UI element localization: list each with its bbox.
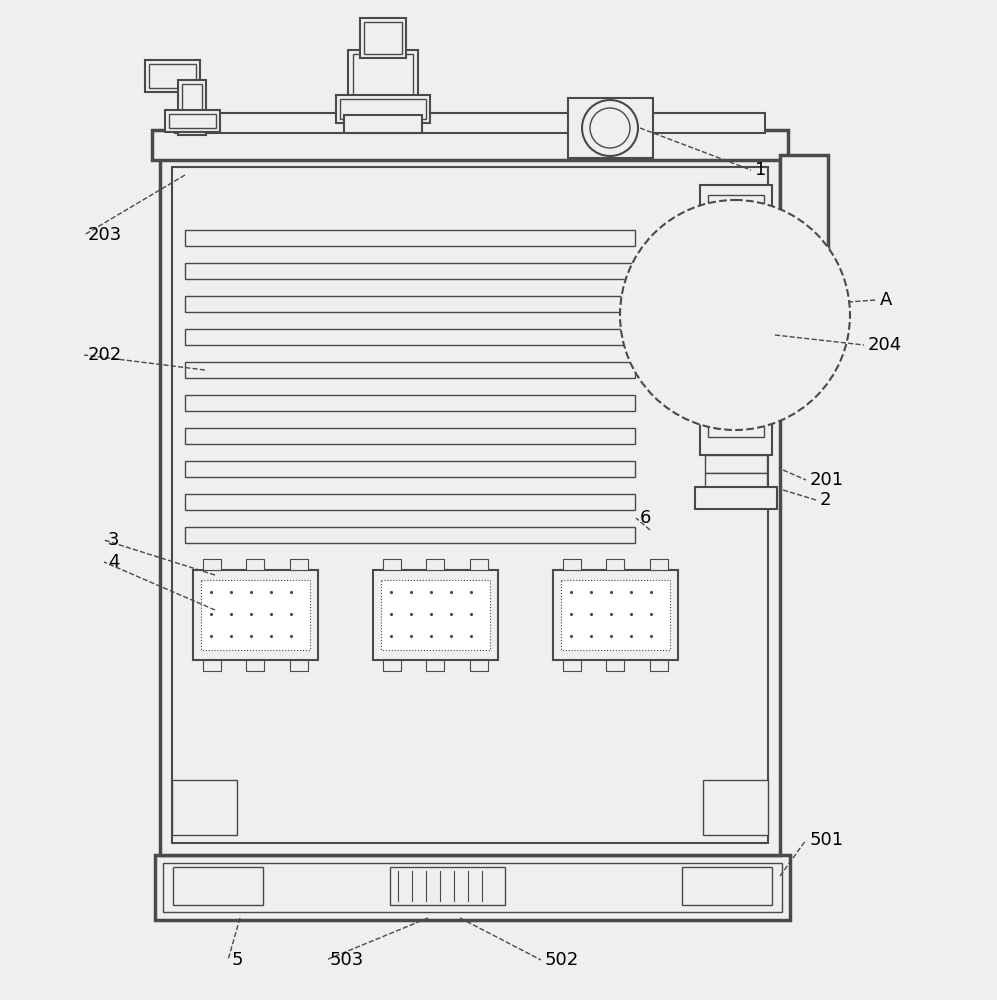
Bar [383,559,401,570]
Bar [178,80,206,135]
Bar [568,98,653,158]
Bar [353,54,413,101]
Text: 202: 202 [88,346,123,364]
Text: 201: 201 [810,471,844,489]
Bar [145,60,200,92]
Bar [344,115,422,133]
Text: 5: 5 [232,951,243,969]
Circle shape [620,200,850,430]
Bar [185,329,635,345]
Bar [246,559,264,570]
Bar [290,559,308,570]
Bar [182,84,202,131]
Bar [160,155,780,855]
Bar [185,395,635,411]
Bar [470,660,488,671]
Text: 3: 3 [108,531,120,549]
Text: 4: 4 [108,553,120,571]
Bar [172,167,768,843]
Bar [708,275,764,355]
Text: 6: 6 [640,509,651,527]
Bar [185,362,635,378]
Text: 503: 503 [330,951,364,969]
Bar [470,559,488,570]
Text: 502: 502 [545,951,579,969]
Text: 2: 2 [820,491,831,509]
Bar [606,559,624,570]
Text: 204: 204 [868,336,902,354]
Bar [426,660,444,671]
Bar [373,570,498,660]
Bar [426,559,444,570]
Bar [185,461,635,477]
Bar [203,559,221,570]
Bar [381,580,490,650]
Bar [703,780,768,835]
Bar [708,363,764,388]
Bar [708,395,764,437]
Bar [201,580,310,650]
Bar [165,110,220,132]
Circle shape [582,100,638,156]
Circle shape [590,108,630,148]
Bar [193,570,318,660]
Bar [682,867,772,905]
Bar [185,494,635,510]
Text: 203: 203 [88,226,123,244]
Bar [155,855,790,920]
Bar [340,99,426,119]
Bar [383,660,401,671]
Bar [169,114,216,128]
Bar [185,527,635,543]
Bar [246,660,264,671]
Bar [650,660,668,671]
Bar [390,867,505,905]
Bar [336,95,430,123]
Bar [185,230,635,246]
Bar [152,130,788,160]
Bar [695,487,777,509]
Bar [173,867,263,905]
Bar [163,863,782,912]
Bar [175,113,765,133]
Bar [563,559,581,570]
Bar [185,428,635,444]
Bar [780,155,828,320]
Bar [708,195,764,237]
Bar [360,18,406,58]
Bar [563,660,581,671]
Bar [700,185,772,455]
Bar [708,243,764,268]
Bar [290,660,308,671]
Bar [553,570,678,660]
Bar [606,660,624,671]
Bar [149,64,196,88]
Bar [364,22,402,54]
Text: A: A [880,291,892,309]
Text: 1: 1 [755,161,767,179]
Bar [203,660,221,671]
Text: 501: 501 [810,831,844,849]
Bar [348,50,418,105]
Bar [185,263,635,279]
Bar [650,559,668,570]
Bar [705,455,767,473]
Bar [561,580,670,650]
Bar [185,296,635,312]
Bar [705,473,767,489]
Bar [172,780,237,835]
